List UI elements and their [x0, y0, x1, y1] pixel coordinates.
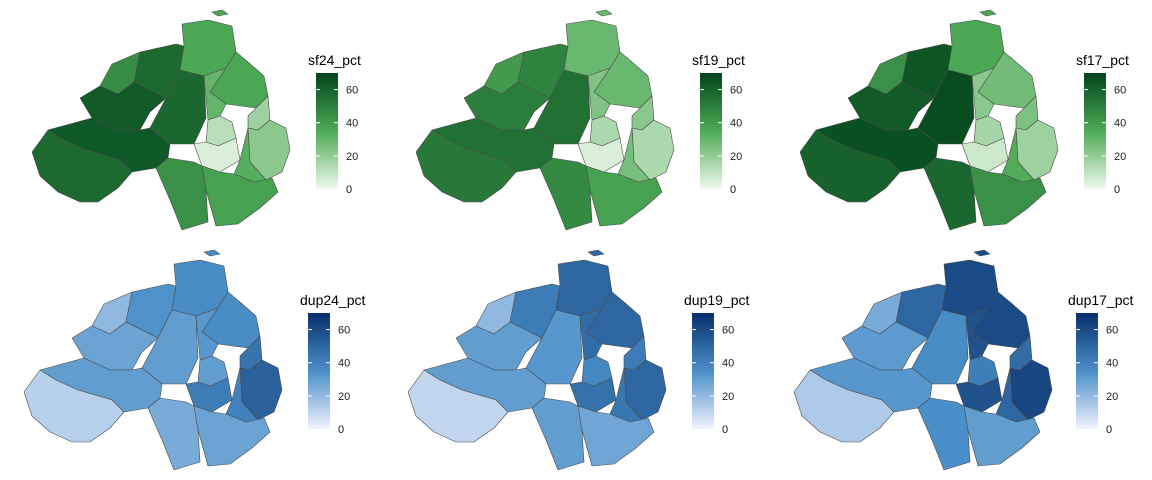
legend-colorbar	[1084, 73, 1106, 189]
map-dup19	[407, 249, 667, 471]
legend-tick-label: 0	[346, 184, 352, 196]
legend-tick-label: 0	[730, 184, 736, 196]
legend-colorbar	[1076, 313, 1098, 429]
legend-tick-label: 0	[722, 424, 728, 436]
region-foyle	[71, 321, 159, 371]
region-fermanagh	[31, 129, 133, 203]
rathlin-island	[587, 249, 605, 257]
legend-tick-label: 0	[1114, 184, 1120, 196]
region-newry-armagh	[531, 397, 585, 471]
legend-tick-label: 20	[730, 151, 742, 163]
legend-tick-label: 40	[722, 358, 734, 370]
region-newry-armagh	[155, 157, 209, 231]
legend-title: dup24_pct	[300, 292, 366, 308]
legend-tick-label: 40	[1114, 118, 1126, 130]
region-foyle	[847, 81, 935, 131]
map-sf17	[799, 9, 1059, 231]
region-foyle	[841, 321, 929, 371]
legend-title: dup19_pct	[684, 292, 750, 308]
region-south-down	[193, 405, 271, 467]
legend-tick-label: 40	[338, 358, 350, 370]
legend-dup24: dup24_pct 0 20 40 60	[300, 292, 366, 436]
rathlin-island	[595, 9, 613, 17]
legend-tick-label: 40	[1106, 358, 1118, 370]
legend-tick-label: 60	[346, 85, 358, 97]
map-panel-dup19: dup19_pct 0 20 40 60	[407, 249, 750, 471]
region-fermanagh	[23, 369, 125, 443]
map-panel-sf24: sf24_pct 0 20 40 60	[31, 9, 361, 231]
legend-tick-label: 60	[722, 325, 734, 337]
map-dup24	[23, 249, 283, 471]
region-newry-armagh	[147, 397, 201, 471]
legend-title: sf19_pct	[692, 52, 745, 68]
legend-colorbar	[692, 313, 714, 429]
region-south-down	[201, 165, 279, 227]
map-panel-dup24: dup24_pct 0 20 40 60	[23, 249, 366, 471]
legend-sf24: sf24_pct 0 20 40 60	[308, 52, 361, 196]
legend-tick-label: 40	[346, 118, 358, 130]
region-foyle	[455, 321, 543, 371]
legend-tick-label: 60	[730, 85, 742, 97]
legend-tick-label: 20	[1106, 391, 1118, 403]
legend-sf17: sf17_pct 0 20 40 60	[1076, 52, 1129, 196]
legend-tick-label: 20	[722, 391, 734, 403]
rathlin-island	[211, 9, 229, 17]
legend-colorbar	[316, 73, 338, 189]
legend-colorbar	[308, 313, 330, 429]
region-newry-armagh	[917, 397, 971, 471]
legend-tick-label: 20	[346, 151, 358, 163]
rathlin-island	[973, 249, 991, 257]
legend-tick-label: 0	[338, 424, 344, 436]
region-south-down	[969, 165, 1047, 227]
map-sf24	[31, 9, 291, 231]
legend-tick-label: 60	[1106, 325, 1118, 337]
legend-title: sf17_pct	[1076, 52, 1129, 68]
map-panel-sf17: sf17_pct 0 20 40 60	[799, 9, 1129, 231]
map-panel-dup17: dup17_pct 0 20 40 60	[793, 249, 1134, 471]
legend-colorbar	[700, 73, 722, 189]
map-dup17	[793, 249, 1053, 471]
region-fermanagh	[799, 129, 901, 203]
legend-dup19: dup19_pct 0 20 40 60	[684, 292, 750, 436]
region-south-down	[585, 165, 663, 227]
legend-tick-label: 60	[338, 325, 350, 337]
legend-tick-label: 40	[730, 118, 742, 130]
region-fermanagh	[793, 369, 895, 443]
region-foyle	[463, 81, 551, 131]
region-foyle	[79, 81, 167, 131]
legend-tick-label: 60	[1114, 85, 1126, 97]
legend-dup17: dup17_pct 0 20 40 60	[1068, 292, 1134, 436]
legend-tick-label: 20	[338, 391, 350, 403]
region-south-down	[577, 405, 655, 467]
legend-sf19: sf19_pct 0 20 40 60	[692, 52, 745, 196]
legend-title: dup17_pct	[1068, 292, 1134, 308]
region-newry-armagh	[923, 157, 977, 231]
map-sf19	[415, 9, 675, 231]
rathlin-island	[203, 249, 221, 257]
region-newry-armagh	[539, 157, 593, 231]
legend-title: sf24_pct	[308, 52, 361, 68]
region-south-down	[963, 405, 1041, 467]
region-fermanagh	[407, 369, 509, 443]
map-panel-sf19: sf19_pct 0 20 40 60	[415, 9, 745, 231]
legend-tick-label: 20	[1114, 151, 1126, 163]
rathlin-island	[979, 9, 997, 17]
region-fermanagh	[415, 129, 517, 203]
legend-tick-label: 0	[1106, 424, 1112, 436]
